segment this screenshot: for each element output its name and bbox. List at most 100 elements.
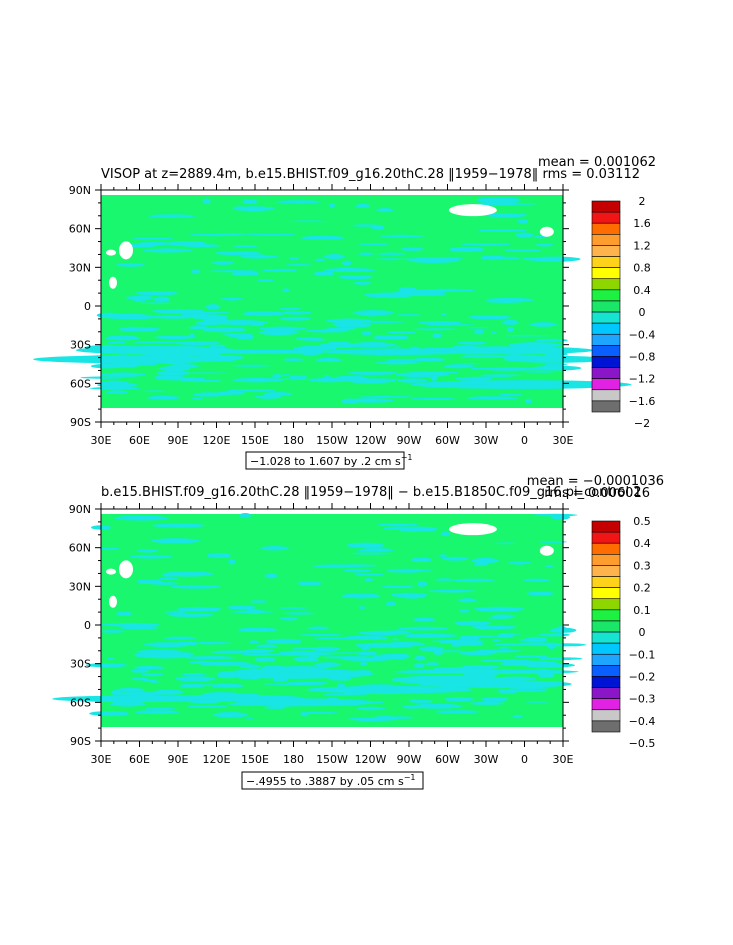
anomaly-patch — [411, 703, 463, 709]
anomaly-patch — [466, 396, 519, 400]
anomaly-patch — [188, 233, 239, 237]
anomaly-patch — [515, 232, 534, 238]
anomaly-patch — [385, 641, 426, 647]
lon-label: 90W — [397, 434, 422, 447]
anomaly-patch — [167, 240, 207, 247]
anomaly-patch — [205, 304, 221, 310]
anomaly-patch — [151, 523, 206, 528]
anomaly-patch — [536, 243, 554, 247]
anomaly-patch — [398, 293, 447, 296]
anomaly-patch — [212, 712, 248, 718]
anomaly-patch — [544, 363, 568, 366]
anomaly-patch — [474, 329, 484, 335]
anomaly-patch — [459, 635, 480, 641]
lat-label: 60S — [70, 696, 91, 709]
anomaly-patch — [532, 513, 578, 517]
lon-label: 90E — [168, 434, 189, 447]
anomaly-patch — [376, 252, 408, 255]
anomaly-patch — [522, 370, 556, 373]
anomaly-patch — [385, 601, 397, 606]
anomaly-patch — [410, 397, 456, 401]
anomaly-patch — [279, 307, 302, 311]
anomaly-patch — [136, 549, 159, 553]
anomaly-patch — [231, 271, 260, 276]
anomaly-patch — [412, 328, 458, 331]
lon-label: 60E — [129, 434, 150, 447]
anomaly-patch — [310, 646, 340, 652]
colorbar-label: 0.1 — [633, 604, 651, 617]
anomaly-patch — [119, 363, 139, 368]
anomaly-patch — [398, 626, 448, 631]
anomaly-patch — [414, 655, 426, 661]
anomaly-patch — [298, 581, 310, 584]
land-mask — [119, 241, 133, 260]
anomaly-patch — [314, 662, 341, 668]
anomaly-patch — [242, 198, 258, 204]
anomaly-patch — [359, 662, 368, 666]
anomaly-band — [33, 355, 231, 364]
anomaly-patch — [256, 644, 279, 648]
lon-label: 120E — [203, 434, 231, 447]
anomaly-patch — [262, 268, 297, 272]
anomaly-patch — [148, 315, 199, 319]
anomaly-patch — [254, 395, 282, 399]
anomaly-patch — [247, 233, 296, 236]
anomaly-band — [411, 380, 632, 389]
anomaly-patch — [356, 706, 385, 711]
anomaly-patch — [494, 542, 517, 545]
colorbar-swatch — [591, 245, 621, 257]
anomaly-patch — [143, 579, 164, 585]
lon-label: 60W — [435, 434, 460, 447]
anomaly-patch — [248, 640, 259, 644]
lon-label: 30E — [553, 434, 574, 447]
lon-label: 30W — [474, 753, 499, 766]
anomaly-patch — [145, 707, 176, 710]
colorbar-swatch — [591, 211, 621, 224]
anomaly-patch — [498, 633, 514, 639]
anomaly-patch — [125, 295, 155, 300]
anomaly-patch — [512, 714, 523, 719]
anomaly-patch — [339, 267, 354, 272]
anomaly-patch — [210, 650, 255, 654]
anomaly-patch — [97, 382, 138, 388]
colorbar: 0.5 0.4 0.3 0.2 0.1 0 −0.1 −0.2 −0.3 −0.4 −0.5 — [591, 515, 656, 750]
anomaly-patch — [265, 638, 303, 644]
anomaly-patch — [538, 540, 567, 543]
colorbar-swatch — [591, 322, 621, 335]
anomaly-patch — [518, 638, 542, 642]
lon-label: 120E — [203, 753, 231, 766]
colorbar-swatch — [591, 609, 621, 622]
colorbar-swatch — [591, 576, 621, 588]
anomaly-patch — [401, 705, 424, 709]
colorbar-swatch — [591, 222, 621, 235]
colorbar-swatch — [591, 289, 621, 302]
anomaly-patch — [80, 376, 125, 379]
anomaly-patch — [89, 387, 141, 390]
anomaly-patch — [143, 390, 166, 393]
anomaly-patch — [484, 213, 528, 218]
colorbar-swatch — [591, 356, 621, 368]
lon-label: 150E — [241, 434, 269, 447]
anomaly-patch — [364, 578, 374, 582]
anomaly-patch — [147, 214, 196, 218]
anomaly-patch — [556, 626, 567, 632]
colorbar-label: −0.4 — [629, 715, 656, 728]
colorbar-swatch — [591, 520, 621, 533]
anomaly-patch — [467, 315, 512, 320]
colorbar-swatch — [591, 642, 621, 655]
anomaly-patch — [227, 605, 256, 610]
anomaly-patch — [440, 312, 447, 316]
colorbar-swatch — [591, 234, 621, 246]
anomaly-patch — [499, 661, 550, 667]
colorbar-swatch — [591, 631, 621, 644]
anomaly-patch — [522, 257, 538, 261]
anomaly-patch — [245, 609, 263, 615]
lon-label: 120W — [355, 434, 387, 447]
anomaly-patch — [272, 374, 283, 379]
colorbar-label: 2 — [639, 195, 646, 208]
anomaly-patch — [259, 326, 307, 332]
anomaly-patch — [471, 557, 499, 564]
anomaly-patch — [357, 548, 394, 552]
anomaly-patch — [431, 639, 485, 643]
anomaly-patch — [299, 711, 338, 714]
